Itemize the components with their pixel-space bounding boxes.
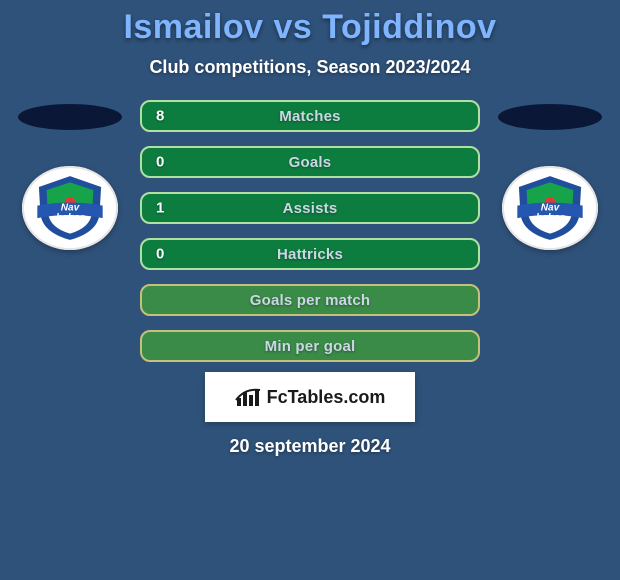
date-line: 20 september 2024	[229, 436, 390, 457]
player-right-column: Nav bahor	[490, 100, 610, 250]
branding-badge: FcTables.com	[205, 372, 415, 422]
club-crest-icon: Nav bahor	[30, 173, 110, 243]
stats-column: 8Matches0Goals1Assists0HattricksGoals pe…	[140, 100, 480, 362]
stat-row: 8Matches	[140, 100, 480, 132]
stat-value-left: 0	[156, 154, 164, 171]
player-left-shadow	[18, 104, 122, 130]
stat-row: 1Assists	[140, 192, 480, 224]
page-title: Ismailov vs Tojiddinov	[123, 8, 496, 47]
stat-row: 0Hattricks	[140, 238, 480, 270]
stat-label: Goals	[142, 154, 478, 171]
stat-value-left: 0	[156, 246, 164, 263]
stat-label: Goals per match	[142, 292, 478, 309]
stat-label: Matches	[142, 108, 478, 125]
player-right-shadow	[498, 104, 602, 130]
club-badge-label-bottom: bahor	[56, 212, 85, 223]
player-left-club-badge: Nav bahor	[22, 166, 118, 250]
page-subtitle: Club competitions, Season 2023/2024	[149, 57, 470, 78]
content-row: Nav bahor 8Matches0Goals1Assists0Hattric…	[0, 100, 620, 362]
stat-label: Min per goal	[142, 338, 478, 355]
stat-value-left: 8	[156, 108, 164, 125]
club-badge-label-bottom: bahor	[536, 212, 565, 223]
stat-row: 0Goals	[140, 146, 480, 178]
club-crest-icon: Nav bahor	[510, 173, 590, 243]
branding-text: FcTables.com	[267, 387, 386, 408]
stat-value-left: 1	[156, 200, 164, 217]
player-left-column: Nav bahor	[10, 100, 130, 250]
stat-row: Goals per match	[140, 284, 480, 316]
stat-row: Min per goal	[140, 330, 480, 362]
bar-chart-icon	[235, 386, 261, 408]
stat-label: Assists	[142, 200, 478, 217]
player-right-club-badge: Nav bahor	[502, 166, 598, 250]
stat-label: Hattricks	[142, 246, 478, 263]
comparison-infographic: Ismailov vs Tojiddinov Club competitions…	[0, 0, 620, 580]
